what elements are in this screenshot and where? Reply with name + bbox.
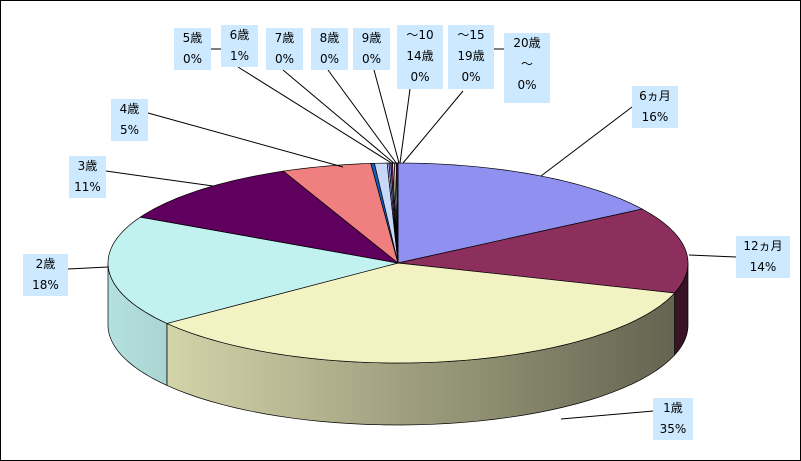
data-label-category: 9歳	[361, 31, 382, 45]
data-label-percent: 11%	[74, 180, 101, 194]
data-label-category: 2歳	[35, 257, 56, 271]
leader-line-12	[402, 90, 464, 164]
data-label: 3歳 11%	[69, 156, 106, 198]
data-label-category: 3歳	[77, 159, 98, 173]
pie-slice-0	[397, 162, 644, 264]
data-label: 12ヵ月 14%	[736, 236, 790, 278]
pie-slice-13	[395, 162, 399, 264]
data-label-percent: 5%	[119, 123, 140, 137]
leader-line-5	[147, 112, 344, 168]
data-label-category: 6歳	[229, 28, 250, 42]
leader-line-11	[399, 88, 411, 164]
data-label-category: 1歳	[663, 401, 683, 415]
data-label: 1歳 35%	[653, 398, 693, 440]
data-label: 4歳 5%	[111, 99, 148, 141]
leader-line-7	[237, 66, 394, 165]
data-label: 7歳 0%	[266, 28, 303, 70]
data-label: 2歳 18%	[23, 254, 68, 296]
data-label-category: 20歳 ～	[513, 36, 541, 71]
pie-slice-5	[282, 163, 399, 264]
pie-slice-2	[165, 262, 676, 364]
data-label-percent: 0%	[517, 78, 537, 92]
leader-line-9	[327, 69, 398, 165]
leader-line-1	[688, 254, 737, 258]
data-label-category: ～10 14歳	[406, 28, 434, 63]
data-label-percent: 0%	[182, 52, 203, 66]
leader-line-2	[560, 410, 654, 420]
data-label-percent: 0%	[361, 52, 382, 66]
data-label-percent: 0%	[461, 70, 481, 84]
data-label-percent: 0%	[410, 70, 430, 84]
data-label: ～15 19歳 0%	[448, 25, 494, 89]
leader-line-10	[373, 69, 400, 164]
data-label-percent: 0%	[319, 52, 340, 66]
data-label: 6ヵ月 16%	[632, 86, 678, 128]
leader-line-4	[105, 170, 214, 187]
data-label-percent: 18%	[32, 278, 59, 292]
data-label: 8歳 0%	[311, 28, 348, 70]
data-label: 5歳 0%	[174, 28, 211, 70]
data-label-category: ～15 19歳	[457, 28, 485, 63]
data-label-category: 7歳	[274, 31, 295, 45]
data-label-category: 12ヵ月	[743, 239, 783, 253]
leader-line-0	[540, 106, 633, 177]
data-label: ～10 14歳 0%	[397, 25, 443, 89]
pie-slice-3	[107, 216, 399, 324]
data-label-percent: 14%	[749, 260, 777, 274]
data-label-percent: 1%	[229, 49, 250, 63]
data-label-percent: 35%	[659, 422, 687, 436]
leader-line-3	[67, 266, 109, 270]
data-label-category: 5歳	[182, 31, 203, 45]
data-label-category: 6ヵ月	[639, 89, 671, 103]
data-label: 6歳 1%	[221, 25, 258, 67]
leader-line-8	[282, 69, 396, 165]
data-label-category: 4歳	[119, 102, 140, 116]
data-label-percent: 0%	[274, 52, 295, 66]
data-label-percent: 16%	[641, 110, 669, 124]
data-label: 9歳 0%	[353, 28, 390, 70]
pie-slice-1	[397, 208, 689, 294]
data-label: 20歳 ～ 0%	[504, 33, 550, 103]
pie-slice-4	[139, 170, 399, 264]
data-label-category: 8歳	[319, 31, 340, 45]
